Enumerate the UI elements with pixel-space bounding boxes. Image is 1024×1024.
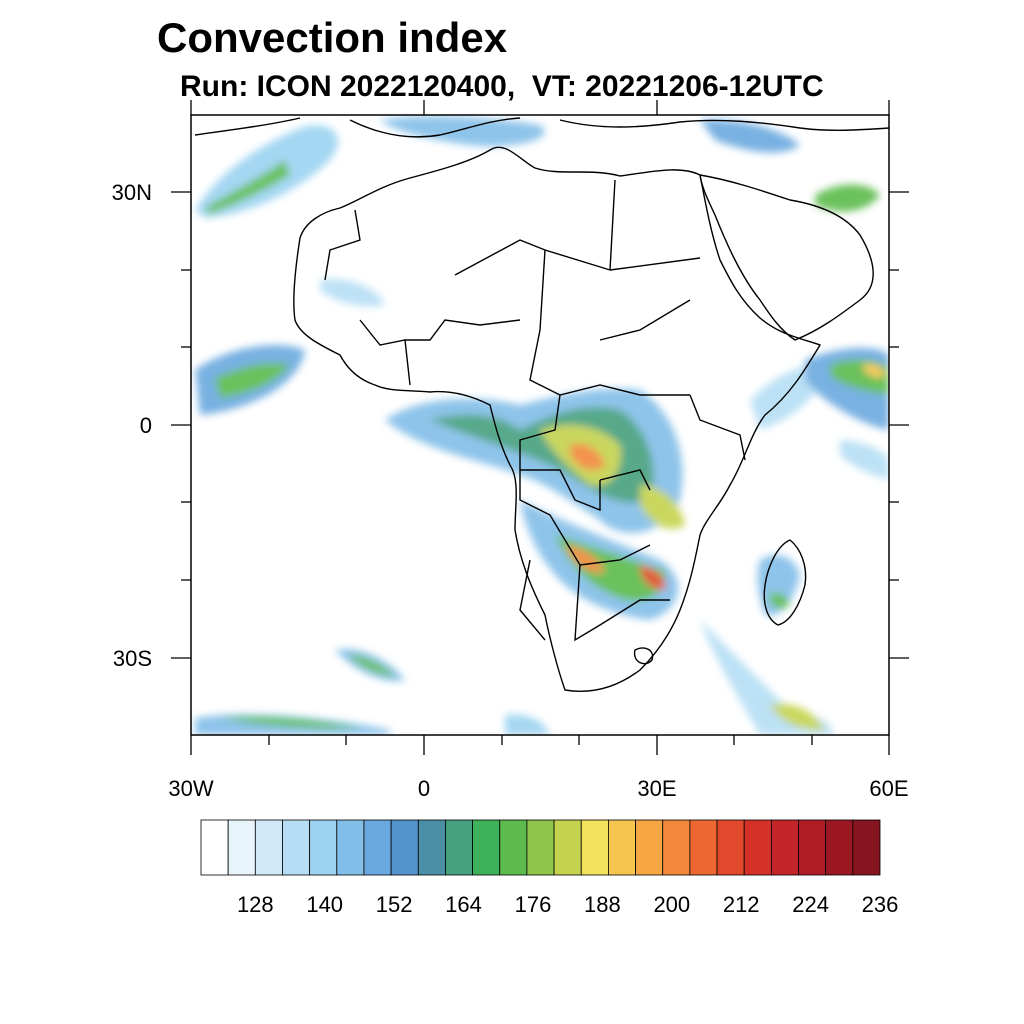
colorbar-swatch: [662, 819, 691, 876]
borders: [324, 179, 746, 642]
colorbar-swatch: [770, 819, 799, 876]
colorbar-swatch: [309, 819, 338, 876]
axis-ticks: [171, 100, 909, 755]
colorbar-swatch: [716, 819, 745, 876]
colorbar-label: 236: [862, 892, 899, 917]
colorbar-swatch: [417, 819, 446, 876]
lat-tick-label: 30S: [113, 646, 152, 671]
lat-tick-label: 0: [140, 413, 152, 438]
colorbar-swatch: [743, 819, 772, 876]
colorbar-swatch: [254, 819, 283, 876]
colorbar-label: 224: [792, 892, 829, 917]
convection-field: [195, 116, 889, 735]
colorbar-swatch: [282, 819, 311, 876]
colorbar-labels: 128 140 152 164 176 188 200 212 224 236: [237, 892, 898, 917]
colorbar-swatch: [580, 819, 609, 876]
madagascar-coastline: [763, 539, 807, 626]
colorbar-swatch: [227, 819, 256, 876]
lat-tick-label: 30N: [112, 180, 152, 205]
lon-tick-labels: 30W 0 30E 60E: [168, 776, 908, 801]
colorbar-label: 140: [306, 892, 343, 917]
colorbar-swatch: [200, 819, 229, 876]
colorbar-swatch: [336, 819, 365, 876]
field-mediterranean: [380, 116, 545, 147]
lon-tick-label: 30W: [168, 776, 213, 801]
arabia-coastline: [699, 174, 874, 341]
colorbar-label: 164: [445, 892, 482, 917]
field-west-africa: [320, 279, 385, 307]
colorbar-swatch: [798, 819, 827, 876]
chart-title: Convection index: [157, 14, 508, 61]
lon-tick-label: 60E: [869, 776, 908, 801]
colorbar-swatch: [390, 819, 419, 876]
colorbar-swatch: [852, 819, 881, 876]
colorbar-swatch: [526, 819, 555, 876]
colorbar-swatch: [608, 819, 636, 876]
africa-coastline: [293, 146, 822, 692]
lon-tick-label: 0: [418, 776, 430, 801]
colorbar-label: 200: [653, 892, 690, 917]
europe-coastline: [194, 117, 889, 138]
colorbar-swatch: [363, 819, 392, 876]
colorbar-swatch: [553, 819, 582, 876]
colorbar-swatch: [825, 819, 854, 876]
field-arabia: [815, 184, 880, 212]
colorbar-swatch: [635, 819, 664, 876]
colorbar-swatch: [499, 819, 528, 876]
coastlines: [194, 117, 889, 692]
chart-subtitle: Run: ICON 2022120400, VT: 20221206-12UTC: [180, 70, 824, 103]
lesotho-border: [633, 647, 654, 665]
colorbar-label: 128: [237, 892, 274, 917]
colorbar: [200, 819, 881, 876]
colorbar-swatch: [689, 819, 718, 876]
colorbar-label: 188: [584, 892, 621, 917]
colorbar-label: 176: [515, 892, 552, 917]
lon-tick-label: 30E: [637, 776, 676, 801]
colorbar-swatch: [472, 819, 501, 876]
colorbar-label: 212: [723, 892, 760, 917]
colorbar-swatch: [445, 819, 474, 876]
lat-tick-labels: 30N 0 30S: [112, 180, 152, 671]
colorbar-label: 152: [376, 892, 413, 917]
